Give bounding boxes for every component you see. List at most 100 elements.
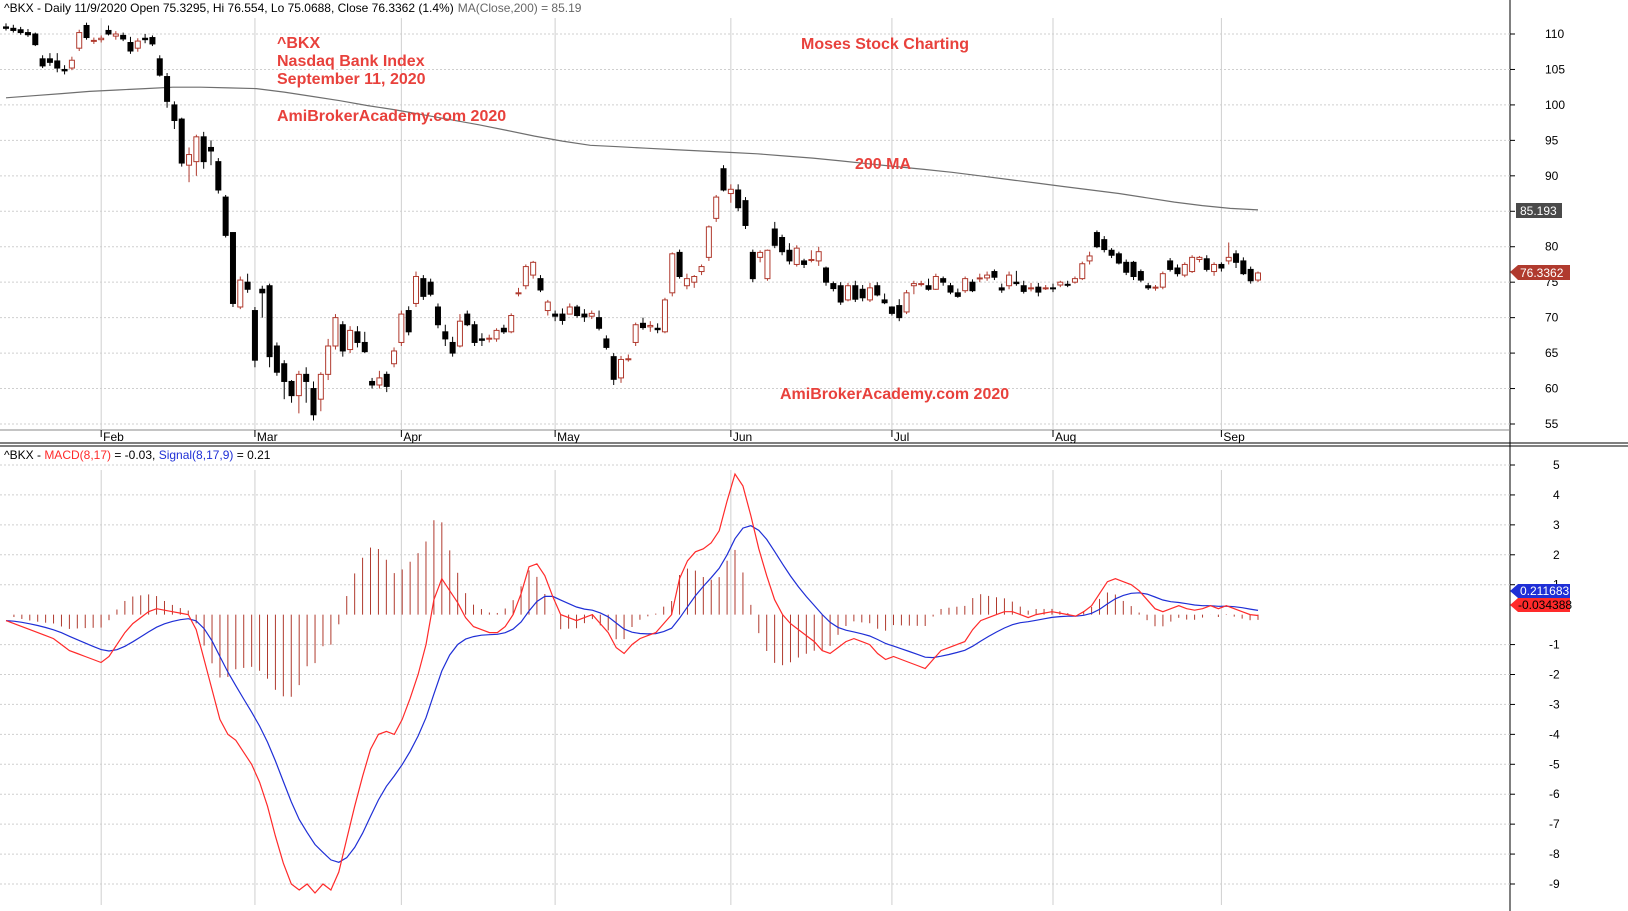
month-gridlines [100,18,1222,905]
candle-body [998,287,1005,291]
candle-body [193,136,200,163]
candle-body [837,285,844,303]
month-label: Mar [257,430,278,444]
candle-body [413,276,420,304]
candle-body [530,261,537,276]
candle-body [10,27,17,31]
month-label: Aug [1055,430,1076,444]
candle-body [68,59,75,69]
candle-body [786,249,793,262]
candle-body [1123,261,1130,273]
candle-body [427,281,434,295]
candle-body [17,29,24,34]
candle-body [647,324,654,328]
macd-header-value: = -0.03, [111,448,159,462]
candle-body [200,136,207,163]
candle-body [347,329,354,351]
candle-body [32,33,39,46]
signal-value-flag-bg [1510,584,1570,598]
macd-tick-label: 2 [1553,548,1560,562]
month-axis-labels: Feb Mar Apr May Jun Jul Aug Sep [100,430,1245,444]
candle-body [808,258,815,261]
candle-body [1013,281,1020,285]
candle-body [676,251,683,278]
candle-body [471,324,478,343]
candle-body [251,310,258,361]
candle-body [288,380,295,397]
macd-tick-label: -1 [1549,638,1560,652]
candle-body [259,288,266,294]
candle-body [903,292,910,313]
candle-body [310,388,317,416]
candle-body [266,285,273,358]
candle-body [420,278,427,297]
candle-body [1240,260,1247,275]
annotation-site-top: AmiBrokerAcademy.com 2020 [277,108,506,125]
candle-body [764,249,771,280]
candle-body [325,345,332,375]
candle-body [896,305,903,319]
candle-body [464,313,471,326]
candle-body [698,266,705,273]
macd-value-flag-text: -0.034388 [1518,598,1572,612]
macd-value-flag: -0.034388 [1510,598,1572,612]
month-label: Feb [103,430,124,444]
macd-tick-label: -2 [1549,668,1560,682]
month-label: Sep [1223,430,1245,444]
price-header-ma: MA(Close,200) = 85.19 [458,1,582,15]
candle-body [984,274,991,279]
annotation-ticker: ^BKX [277,35,320,52]
candle-body [405,310,412,333]
candle-body [683,278,690,287]
candle-body [727,188,734,195]
candle-body [171,104,178,122]
candle-body [910,283,917,287]
close-value-flag: 76.3362 [1510,265,1570,280]
candle-body [442,331,449,340]
candle-body [398,313,405,343]
macd-series [5,472,1259,894]
price-tick-label: 110 [1545,27,1564,41]
candle-body [537,278,544,291]
candle-body [830,283,837,290]
candle-body [1079,263,1086,280]
annotation-date: September 11, 2020 [277,71,426,88]
candle-body [742,200,749,226]
candle-body [932,276,939,290]
price-tick-label: 100 [1545,98,1565,112]
candle-body [478,338,485,341]
candle-body [669,253,676,294]
candle-body [544,301,551,312]
candle-body [105,29,112,35]
candle-body [771,228,778,246]
ma200-series [5,86,1259,211]
candle-body [222,196,229,236]
candle-body [178,118,185,164]
candle-body [237,279,244,308]
candle-body [3,26,9,29]
candle-body [208,146,215,152]
candle-body [98,37,105,41]
candle-body [793,247,800,265]
candle-body [332,317,339,347]
candle-body [1174,267,1181,275]
annotation-index-name: Nasdaq Bank Index [277,53,425,70]
candle-body [383,373,390,387]
candle-body [947,285,954,293]
candle-body [244,281,251,290]
candle-body [1218,263,1225,269]
price-tick-label: 80 [1545,240,1559,254]
candle-body [369,380,376,386]
candle-body [295,373,302,397]
candle-body [969,281,976,292]
candle-body [54,60,61,69]
month-label: May [557,430,580,444]
ma-value-flag-bg [1516,203,1562,218]
candle-body [522,266,529,287]
candle-body [632,324,639,343]
price-header: ^BKX - Daily 11/9/2020 Open 75.3295, Hi … [4,1,582,15]
price-tick-label: 95 [1545,133,1559,147]
candle-body [1203,258,1210,270]
candle-body [588,312,595,317]
candle-body [229,232,236,304]
